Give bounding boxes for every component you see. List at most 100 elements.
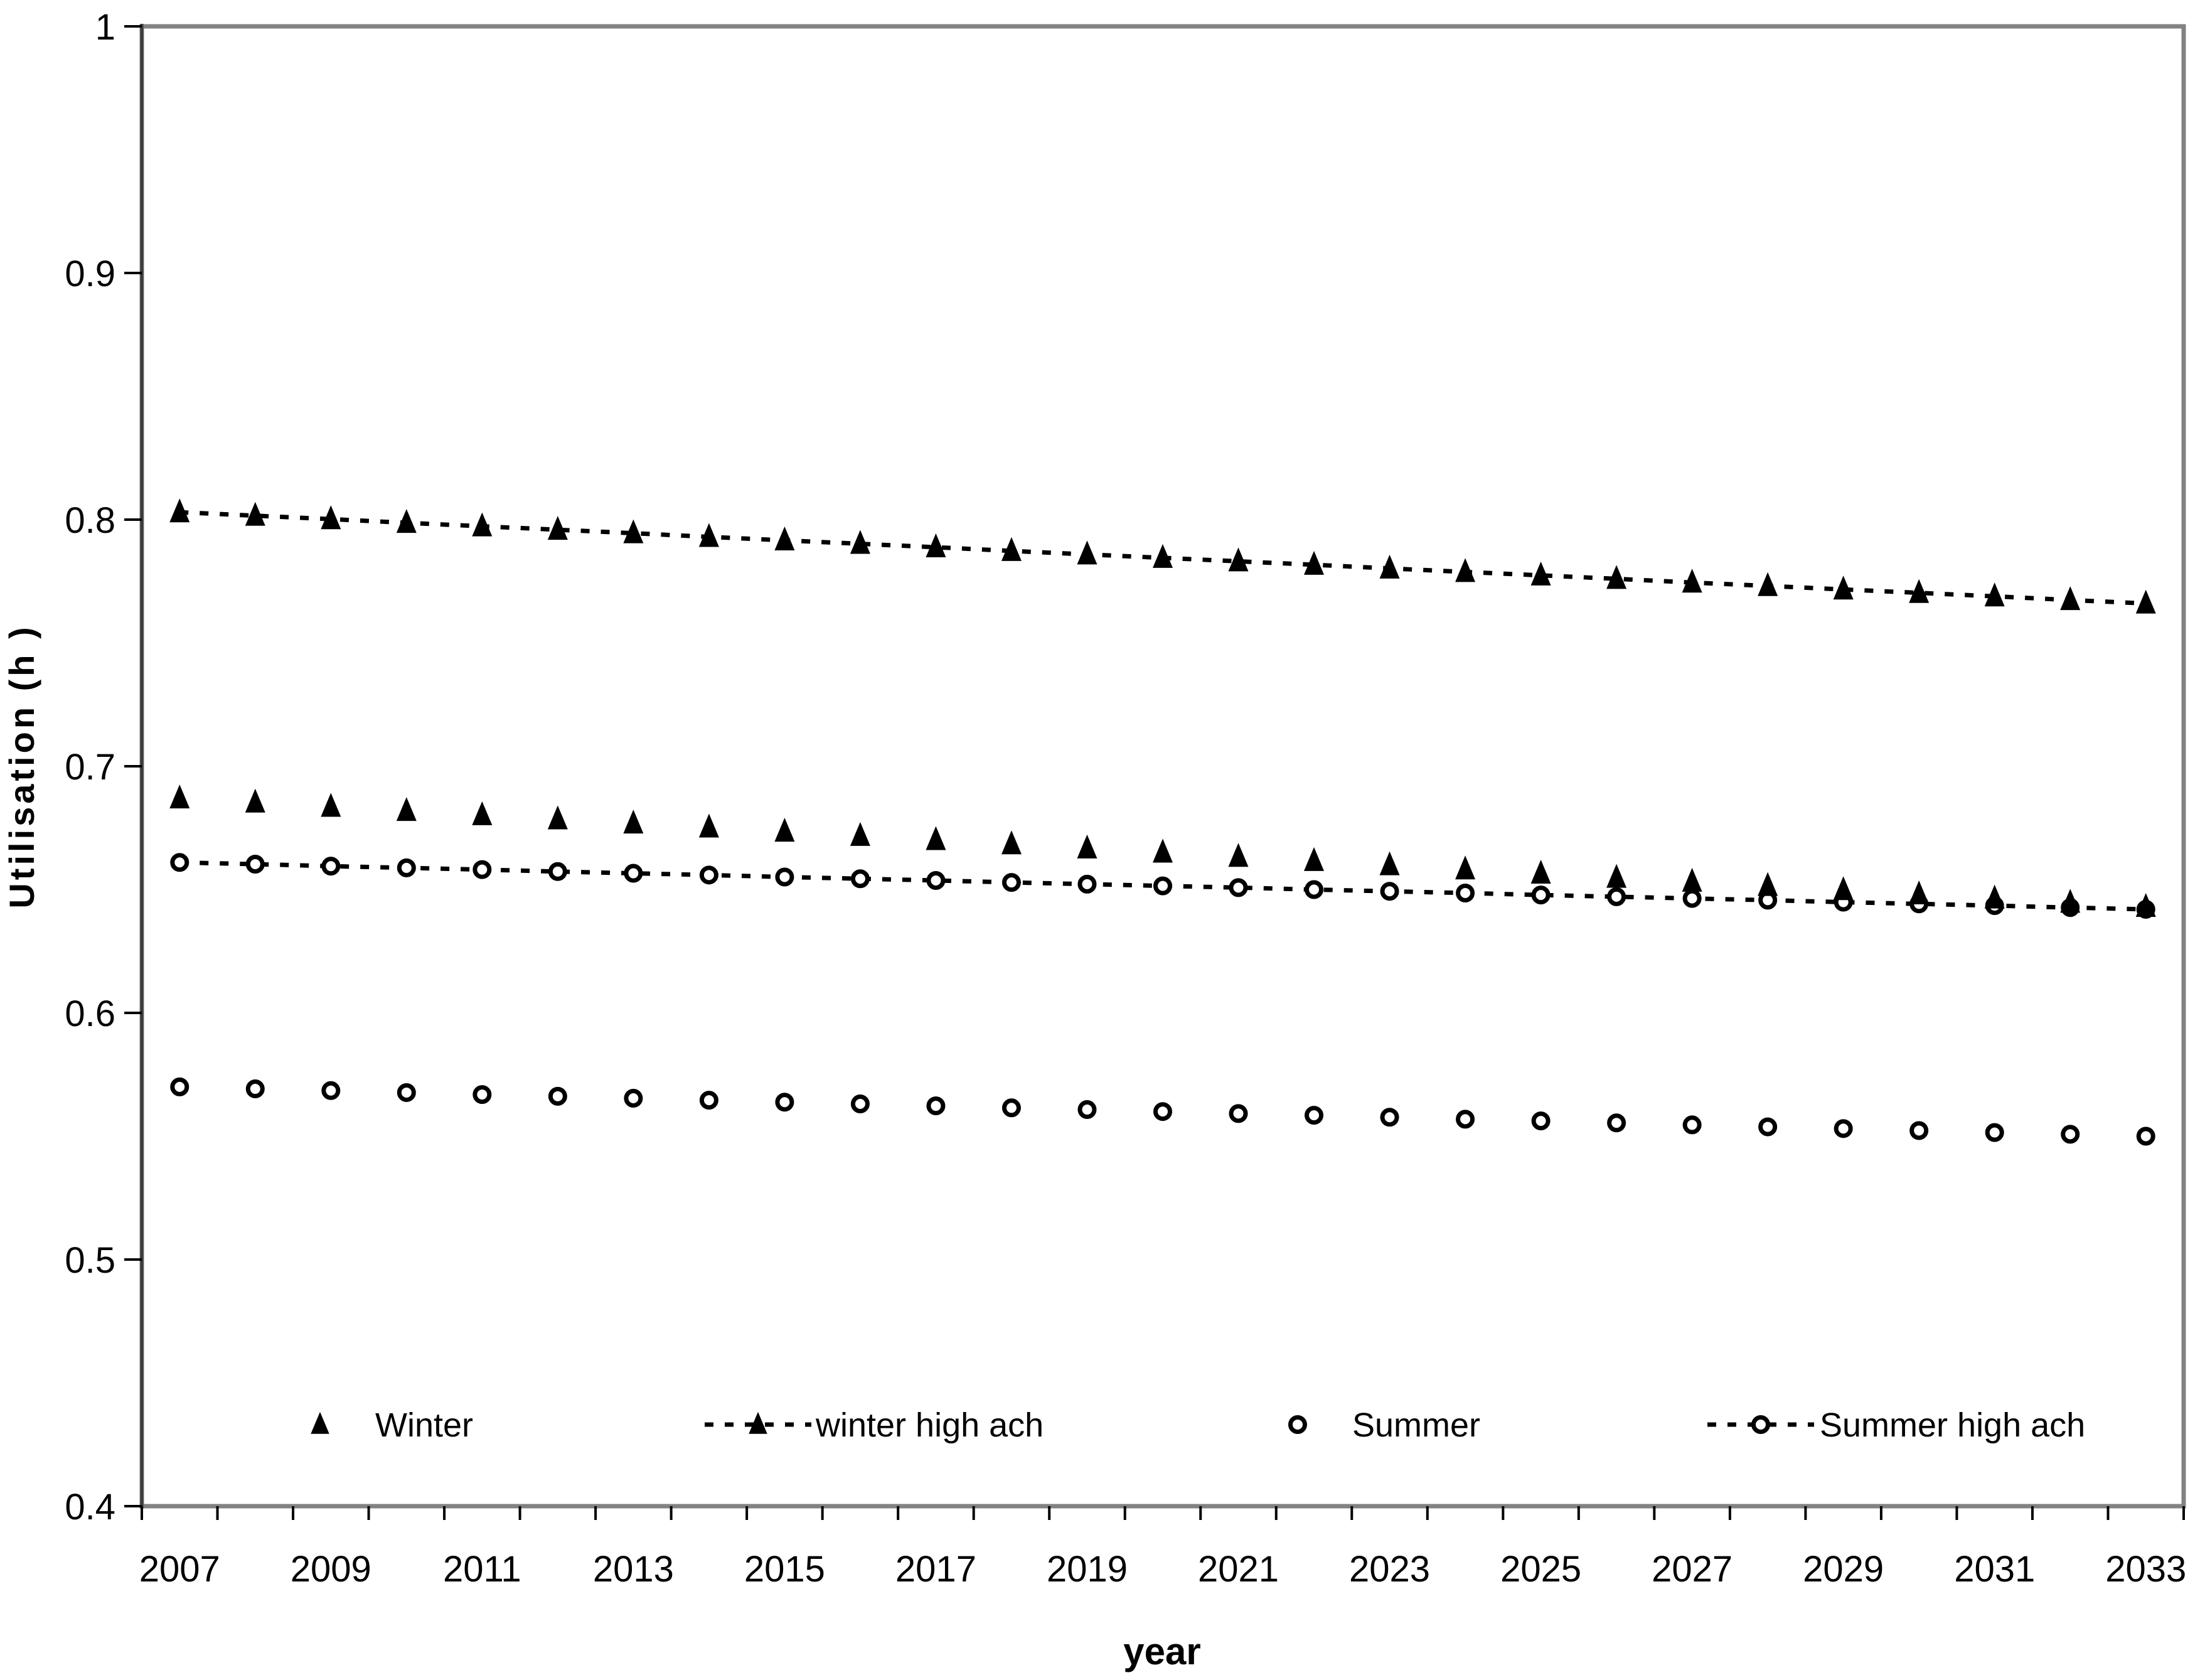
circle-marker bbox=[1153, 876, 1172, 896]
triangle-marker bbox=[2135, 589, 2156, 614]
circle-marker bbox=[397, 858, 416, 877]
triangle-marker bbox=[850, 530, 870, 554]
triangle-marker bbox=[926, 826, 946, 850]
x-tick-label: 2031 bbox=[1954, 1549, 2035, 1590]
triangle-marker bbox=[1379, 554, 1400, 579]
triangle-marker bbox=[169, 784, 190, 809]
triangle-marker bbox=[1984, 582, 2005, 607]
legend-item-winter: Winter bbox=[311, 1406, 473, 1444]
x-tick-label: 2027 bbox=[1652, 1549, 1732, 1590]
triangle-marker bbox=[749, 1411, 767, 1434]
legend-label: Summer bbox=[1352, 1406, 1480, 1444]
circle-marker bbox=[1909, 1121, 1929, 1140]
triangle-marker bbox=[472, 801, 493, 825]
triangle-marker bbox=[698, 813, 719, 838]
circle-marker bbox=[1985, 1123, 2004, 1142]
x-tick-label: 2015 bbox=[744, 1549, 825, 1590]
legend: Winter winter high ach Summer Summer high a… bbox=[311, 1406, 2085, 1444]
circle-marker bbox=[1077, 1100, 1097, 1120]
triangle-marker bbox=[396, 797, 417, 821]
circle-marker bbox=[397, 1083, 416, 1102]
dotted-line bbox=[179, 860, 2146, 912]
triangle-marker bbox=[1455, 558, 1476, 582]
triangle-marker bbox=[1153, 838, 1173, 863]
triangle-marker bbox=[926, 533, 946, 558]
circle-marker bbox=[1229, 1104, 1248, 1123]
x-tick-label: 2017 bbox=[895, 1549, 976, 1590]
triangle-marker bbox=[2135, 893, 2156, 918]
plot-border bbox=[139, 24, 2186, 1509]
triangle-marker bbox=[169, 498, 190, 523]
x-tick-label: 2029 bbox=[1803, 1549, 1884, 1590]
series-winter bbox=[169, 784, 2156, 918]
triangle-marker bbox=[1001, 537, 1022, 561]
triangle-marker bbox=[2060, 889, 2081, 913]
y-tick-label: 0.9 bbox=[65, 254, 115, 294]
triangle-marker bbox=[623, 810, 644, 834]
y-axis-title: Utilisation (h ) bbox=[2, 624, 41, 908]
triangle-marker bbox=[1682, 867, 1702, 892]
legend-label: Summer high ach bbox=[1820, 1406, 2085, 1444]
triangle-marker bbox=[1758, 572, 1778, 596]
triangle-marker bbox=[850, 821, 870, 846]
circle-marker bbox=[1834, 1119, 1853, 1138]
triangle-marker bbox=[623, 519, 644, 543]
x-tick-label: 2007 bbox=[139, 1549, 220, 1590]
circle-marker bbox=[699, 1091, 718, 1110]
circle-marker bbox=[472, 1085, 492, 1105]
circle-marker bbox=[1456, 884, 1475, 903]
triangle-marker bbox=[472, 512, 493, 537]
y-tick-label: 0.5 bbox=[65, 1240, 115, 1281]
triangle-marker bbox=[774, 527, 795, 551]
x-tick-label: 2009 bbox=[291, 1549, 371, 1590]
x-axis-title: year bbox=[1123, 1630, 1200, 1672]
circle-marker bbox=[850, 1094, 870, 1114]
circle-marker bbox=[1001, 1098, 1021, 1118]
x-tick-label: 2013 bbox=[593, 1549, 674, 1590]
y-tick-label: 0.4 bbox=[65, 1487, 115, 1528]
legend-label: Winter bbox=[375, 1406, 473, 1444]
chart-plot-area: 1 0.9 0.8 0.7 0.6 0.5 0.4 2007 2009 2011 2013 2015 2… bbox=[65, 7, 2186, 1590]
triangle-marker bbox=[1455, 855, 1476, 880]
triangle-marker bbox=[1758, 872, 1778, 896]
circle-marker bbox=[1001, 873, 1021, 892]
y-tick-label: 0.7 bbox=[65, 747, 115, 788]
x-tick-label: 2011 bbox=[443, 1549, 521, 1590]
triangle-marker bbox=[698, 523, 719, 547]
triangle-marker bbox=[1606, 565, 1627, 589]
series-winter-high-ach bbox=[169, 498, 2156, 614]
circle-marker bbox=[775, 1093, 794, 1112]
circle-marker bbox=[775, 867, 794, 887]
x-tick-label: 2019 bbox=[1047, 1549, 1128, 1590]
circle-marker bbox=[850, 869, 870, 889]
circle-marker bbox=[321, 857, 341, 876]
legend-label: winter high ach bbox=[815, 1406, 1044, 1444]
circle-marker bbox=[1305, 1106, 1324, 1125]
triangle-marker bbox=[547, 516, 568, 540]
circle-marker bbox=[926, 870, 946, 890]
triangle-marker bbox=[1833, 575, 1854, 600]
circle-marker bbox=[1531, 885, 1551, 905]
triangle-marker bbox=[1153, 543, 1173, 568]
circle-marker bbox=[1077, 874, 1097, 894]
circle-marker bbox=[624, 864, 643, 883]
circle-marker bbox=[624, 1088, 643, 1108]
legend-item-summer: Summer bbox=[1288, 1406, 1480, 1444]
legend-item-summer-high-ach: Summer high ach bbox=[1707, 1406, 2085, 1444]
circle-marker bbox=[170, 853, 190, 872]
circle-marker bbox=[1288, 1415, 1307, 1434]
circle-marker bbox=[1380, 1108, 1399, 1127]
circle-marker bbox=[1682, 889, 1702, 908]
triangle-marker bbox=[1001, 830, 1022, 855]
x-tick-label: 2021 bbox=[1198, 1549, 1279, 1590]
triangle-marker bbox=[1682, 569, 1702, 593]
circle-marker bbox=[245, 855, 265, 874]
circle-marker bbox=[548, 862, 567, 881]
triangle-marker bbox=[547, 805, 568, 830]
circle-marker bbox=[1607, 1113, 1626, 1133]
circle-marker bbox=[926, 1096, 946, 1116]
triangle-marker bbox=[311, 1411, 329, 1434]
x-tick-label: 2033 bbox=[2105, 1549, 2186, 1590]
